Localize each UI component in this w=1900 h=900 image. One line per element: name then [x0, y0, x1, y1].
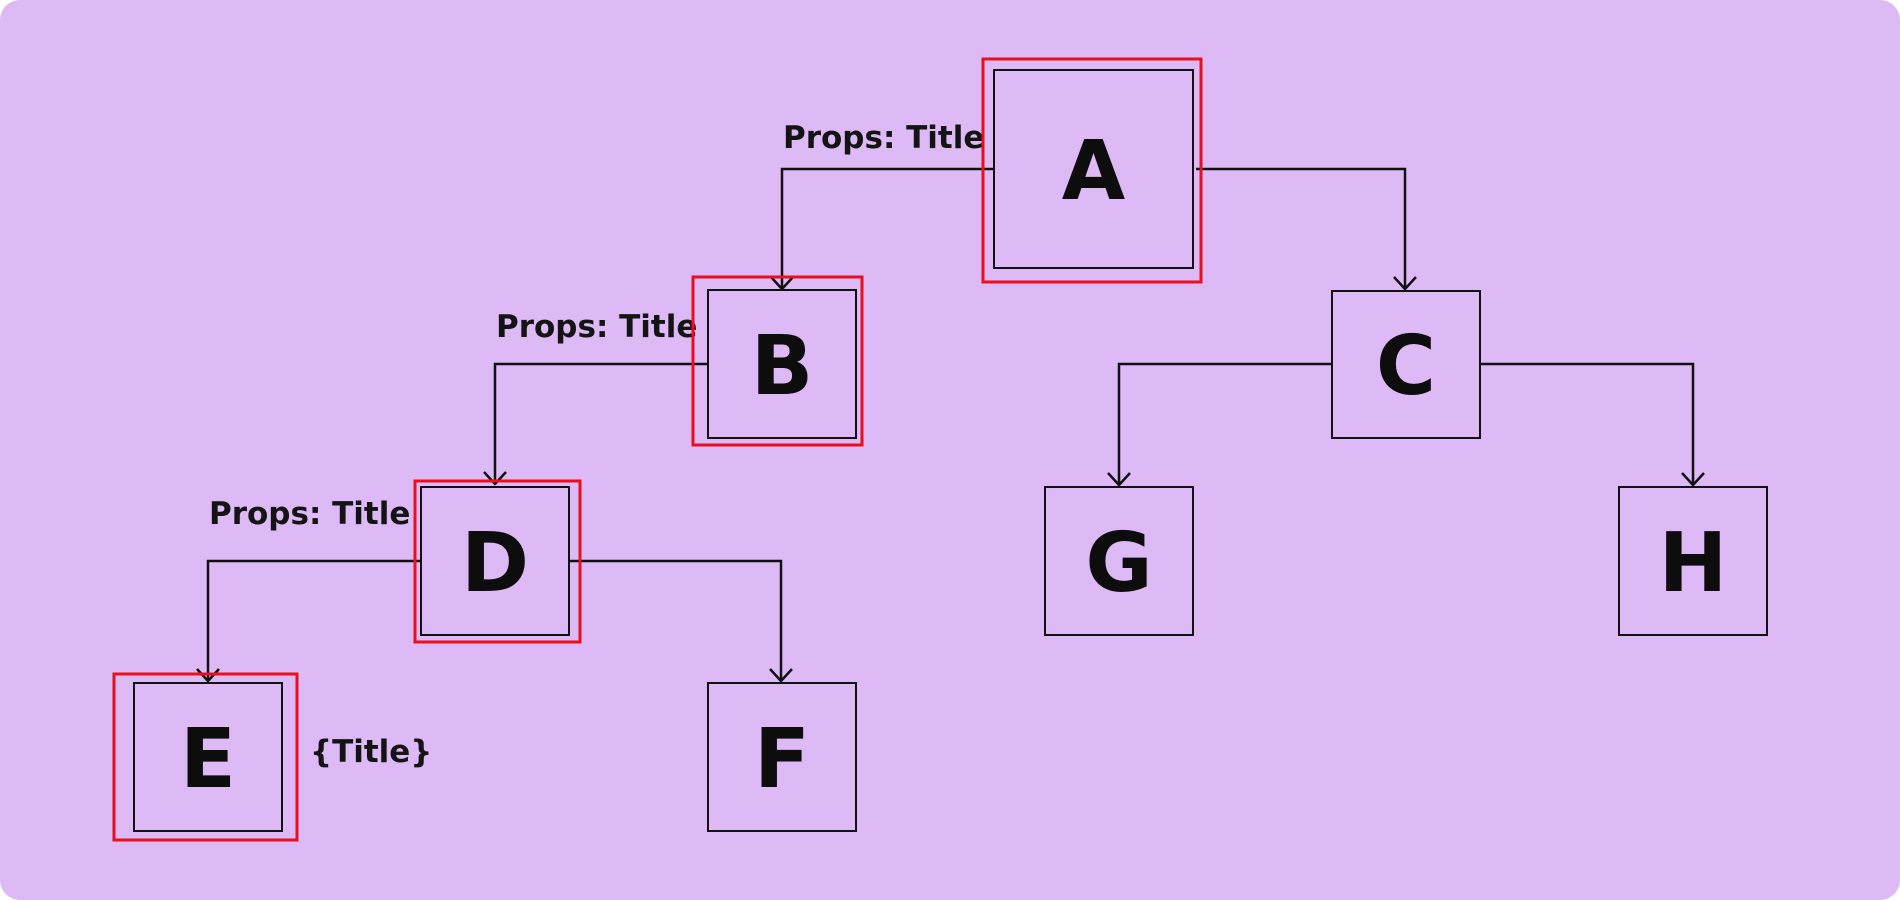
edge-label-a-to-b: Props: Title	[783, 120, 984, 156]
edge-a-to-c	[1196, 167, 1407, 288]
edge-label-d-to-e: Props: Title	[209, 496, 410, 532]
highlight-frames	[112, 57, 1203, 842]
node-h: H	[1618, 486, 1768, 636]
title-annotation: {Title}	[310, 734, 432, 770]
node-g-box	[1044, 486, 1194, 636]
node-a-label: A	[1062, 124, 1126, 219]
node-c-label: C	[1376, 319, 1436, 414]
node-b: B	[707, 289, 857, 439]
node-e: E	[133, 682, 283, 832]
node-d: D	[420, 486, 570, 636]
node-f: F	[707, 682, 857, 832]
edge-d-to-f	[568, 559, 783, 680]
edges	[196, 167, 1705, 683]
arrowhead-a-to-c	[1393, 276, 1417, 291]
node-g-label: G	[1085, 516, 1152, 611]
node-f-box	[707, 682, 857, 832]
node-b-box	[707, 289, 857, 439]
arrowhead-c-to-h	[1681, 472, 1705, 487]
node-e-label: E	[180, 712, 236, 807]
node-c: C	[1331, 290, 1481, 439]
arrowhead-d-to-f	[769, 668, 793, 683]
node-g: G	[1044, 486, 1194, 636]
edge-d-to-e	[206, 559, 420, 680]
node-b-label: B	[751, 319, 814, 414]
node-h-label: H	[1659, 516, 1728, 611]
node-f-label: F	[754, 712, 810, 807]
edge-c-to-h	[1480, 362, 1695, 484]
edge-label-b-to-d: Props: Title	[496, 309, 697, 345]
nodes: A B C D E F G H	[133, 69, 1768, 832]
edge-c-to-g	[1117, 362, 1332, 484]
highlight-frame-a	[981, 57, 1203, 284]
highlight-frame-b	[691, 275, 864, 447]
node-d-label: D	[461, 516, 529, 611]
arrowhead-c-to-g	[1107, 472, 1131, 487]
node-d-box	[420, 486, 570, 636]
node-a-box	[993, 69, 1194, 269]
node-c-box	[1331, 290, 1481, 439]
node-h-box	[1618, 486, 1768, 636]
highlight-frame-e	[112, 672, 299, 842]
arrowhead-b-to-d	[483, 471, 507, 486]
node-a: A	[993, 69, 1194, 269]
edge-labels: Props: Title Props: Title Props: Title {…	[209, 120, 984, 770]
edge-a-to-b	[780, 167, 995, 288]
highlight-frame-d	[413, 479, 582, 644]
node-e-box	[133, 682, 283, 832]
edge-b-to-d	[493, 362, 708, 483]
